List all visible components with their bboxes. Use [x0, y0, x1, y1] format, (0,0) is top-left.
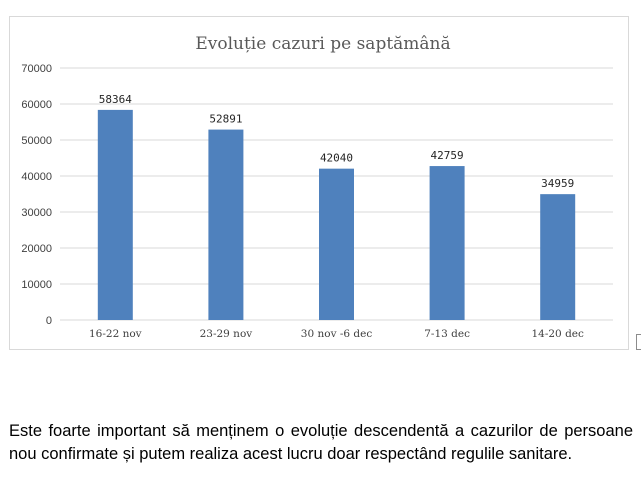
chart-area: Evoluție cazuri pe saptămână 0 10000 20000…	[9, 16, 629, 350]
data-label: 58364	[99, 93, 132, 106]
y-tick-label: 40000	[21, 171, 52, 183]
x-category-label: 16-22 nov	[89, 328, 142, 340]
bar	[429, 166, 465, 320]
x-category-label: 30 nov -6 dec	[301, 328, 373, 340]
y-tick-label: 50000	[21, 135, 52, 147]
x-category-label: 14-20 dec	[531, 328, 584, 340]
y-tick-label: 0	[46, 315, 52, 327]
bars	[97, 109, 576, 320]
y-tick-label: 30000	[21, 207, 52, 219]
data-labels: 58364 52891 42040 42759 34959	[99, 93, 575, 190]
y-tick-label: 20000	[21, 243, 52, 255]
bar	[319, 168, 354, 320]
data-label: 34959	[541, 177, 574, 190]
x-category-label: 7-13 dec	[424, 328, 470, 340]
chart-title: Evoluție cazuri pe saptămână	[195, 34, 450, 54]
body-paragraph: Este foarte important să menținem o evol…	[9, 422, 633, 463]
bar-chart: Evoluție cazuri pe saptămână 0 10000 20000…	[21, 34, 613, 340]
y-tick-label: 70000	[21, 63, 52, 75]
data-label: 52891	[209, 113, 242, 126]
x-category-label: 23-29 nov	[200, 328, 253, 340]
data-label: 42759	[431, 149, 464, 162]
x-axis-category-labels: 16-22 nov 23-29 nov 30 nov -6 dec 7-13 dec 1…	[89, 328, 584, 340]
y-axis-tick-labels: 0 10000 20000 30000 40000 50000 60000 70000	[21, 63, 52, 327]
resize-handle[interactable]	[636, 334, 641, 350]
y-tick-label: 10000	[21, 279, 52, 291]
bar	[540, 194, 576, 320]
y-tick-label: 60000	[21, 99, 52, 111]
bar	[97, 109, 133, 320]
data-label: 42040	[320, 152, 353, 165]
bar	[208, 129, 244, 320]
